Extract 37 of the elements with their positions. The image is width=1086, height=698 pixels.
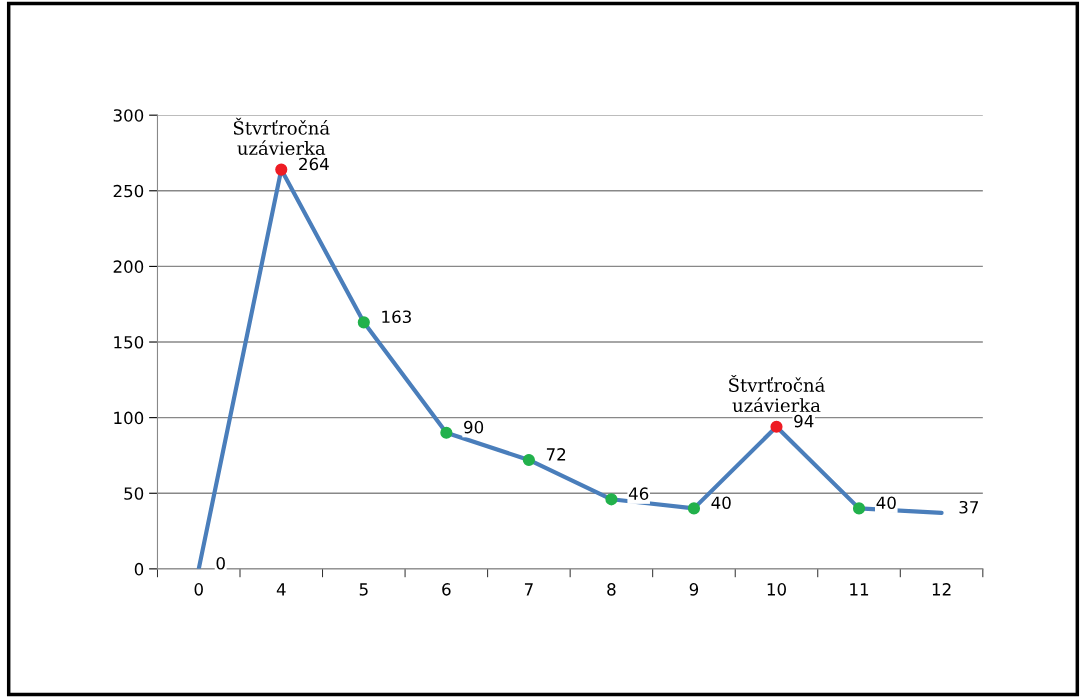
data-label: 46	[628, 487, 649, 500]
data-label: 264	[299, 157, 329, 171]
y-tick-label: 100	[114, 411, 144, 425]
data-label: 163	[382, 310, 411, 324]
point	[605, 493, 618, 506]
annotation: Štvrťročná uzávierka	[729, 374, 825, 413]
x-tick-label: 6	[442, 583, 451, 596]
x-tick-label: 7	[524, 583, 533, 596]
x-tick-label: 11	[850, 583, 869, 596]
point	[357, 316, 370, 329]
y-tick-label: 200	[113, 260, 144, 273]
data-label: 40	[876, 496, 896, 510]
point	[522, 453, 535, 467]
point	[275, 163, 288, 176]
x-tick-label: 5	[359, 583, 368, 596]
data-label: 90	[464, 420, 484, 434]
point	[770, 420, 783, 433]
point	[852, 502, 866, 515]
point	[440, 426, 453, 439]
x-tick-label: 9	[689, 583, 699, 596]
x-tick-label: 4	[276, 583, 286, 596]
data-label: 0	[216, 556, 225, 570]
x-tick-label: 10	[767, 583, 786, 596]
x-tick-label: 0	[194, 583, 203, 596]
data-label: 37	[959, 500, 979, 514]
data-label: 72	[546, 448, 566, 461]
x-tick-label: 12	[932, 583, 951, 596]
y-tick-label: 250	[113, 184, 144, 198]
annotation: Štvrťročná uzávierka	[233, 117, 330, 155]
point	[687, 502, 701, 515]
x-tick-label: 8	[607, 583, 616, 596]
y-tick-label: 50	[124, 487, 144, 500]
y-tick-label: 0	[134, 562, 144, 576]
y-tick-label: 300	[113, 109, 144, 122]
data-label: 40	[711, 496, 731, 510]
data-label: 94	[794, 414, 814, 428]
y-tick-label: 150	[114, 335, 144, 349]
